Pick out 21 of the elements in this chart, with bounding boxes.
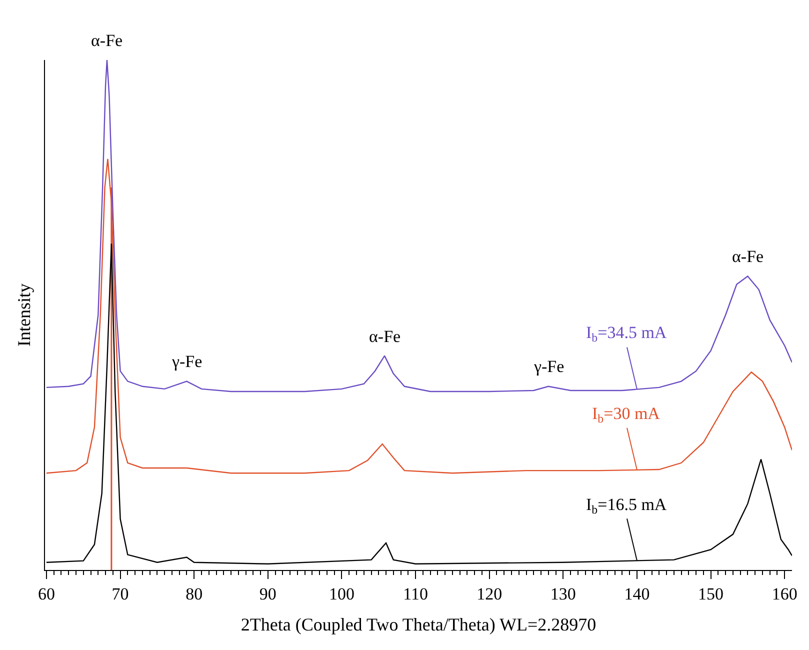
x-tick-label: 90 xyxy=(259,584,276,604)
x-tick-label: 130 xyxy=(550,584,576,604)
text: I$_{b}$=34.5 mA xyxy=(586,323,668,345)
annotation: γ-Fe xyxy=(171,352,202,371)
x-tick-label: 100 xyxy=(328,584,354,604)
annotation: α-Fe xyxy=(91,31,123,50)
x-tick-label: 70 xyxy=(112,584,129,604)
x-axis-title: 2Theta (Coupled Two Theta/Theta) WL=2.28970 xyxy=(240,614,596,635)
x-tick-label: 110 xyxy=(403,584,428,604)
x-tick-label: 80 xyxy=(186,584,203,604)
y-axis-title: Intensity xyxy=(14,284,34,346)
x-tick-label: 160 xyxy=(772,584,798,604)
text: I$_{b}$=30 mA xyxy=(592,404,661,426)
x-tick-label: 150 xyxy=(698,584,724,604)
x-tick-label: 140 xyxy=(624,584,650,604)
annotation: γ-Fe xyxy=(533,357,564,376)
annotation: α-Fe xyxy=(732,247,764,266)
text: I$_{b}$=16.5 mA xyxy=(586,495,668,517)
x-tick-label: 60 xyxy=(38,584,55,604)
x-tick-label: 120 xyxy=(476,584,502,604)
annotation: α-Fe xyxy=(369,327,401,346)
